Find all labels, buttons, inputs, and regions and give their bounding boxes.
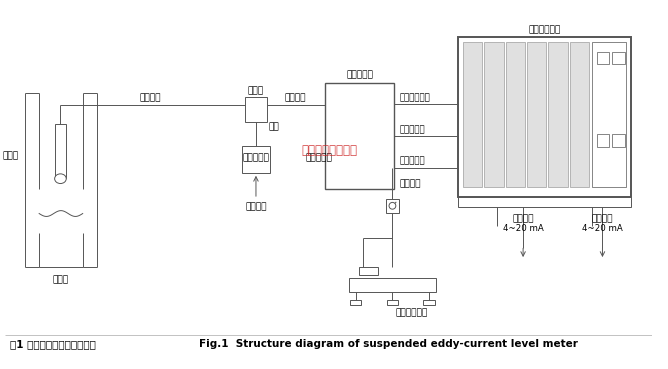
- Bar: [424, 300, 435, 304]
- Bar: [597, 134, 609, 147]
- Text: 固定架: 固定架: [248, 86, 264, 95]
- Text: 图1 悬挂式涡流液位计结构图: 图1 悬挂式涡流液位计结构图: [10, 339, 96, 349]
- Bar: [325, 83, 394, 189]
- Text: 结晶器: 结晶器: [52, 275, 69, 284]
- Text: 集成电缆: 集成电缆: [285, 93, 307, 102]
- Bar: [242, 146, 269, 173]
- Bar: [359, 267, 378, 275]
- Ellipse shape: [389, 203, 396, 209]
- Bar: [387, 300, 398, 304]
- Text: 4~20 mA: 4~20 mA: [582, 224, 623, 232]
- Text: 自动标定装置: 自动标定装置: [395, 309, 428, 318]
- Bar: [385, 199, 399, 213]
- Bar: [597, 52, 609, 65]
- Bar: [484, 42, 504, 187]
- Text: 标定信号缆: 标定信号缆: [399, 157, 425, 166]
- Text: 涡流液位仪表: 涡流液位仪表: [528, 25, 560, 34]
- Bar: [527, 42, 546, 187]
- Bar: [548, 42, 568, 187]
- Bar: [349, 278, 436, 292]
- Text: 传感器: 传感器: [3, 151, 19, 160]
- Bar: [458, 37, 631, 197]
- Bar: [612, 52, 625, 65]
- Text: 气管: 气管: [269, 122, 279, 131]
- Bar: [245, 97, 267, 122]
- Bar: [350, 300, 361, 304]
- Text: 4~20 mA: 4~20 mA: [503, 224, 544, 232]
- Text: 前置放大器: 前置放大器: [346, 70, 373, 80]
- Bar: [463, 42, 482, 187]
- Text: 标定电缆: 标定电缆: [399, 179, 421, 188]
- Bar: [570, 42, 589, 187]
- Text: 温度信号: 温度信号: [592, 214, 613, 223]
- Bar: [506, 42, 525, 187]
- Bar: [55, 124, 66, 178]
- Text: 江苏华云流量仪表: 江苏华云流量仪表: [301, 144, 357, 157]
- Bar: [458, 197, 631, 207]
- Text: 冷却气体: 冷却气体: [245, 202, 267, 211]
- Bar: [592, 42, 626, 187]
- Text: 节流过滤器: 节流过滤器: [305, 153, 332, 162]
- Text: 节流过滤器: 节流过滤器: [242, 153, 269, 162]
- Text: 传感器信号缆: 传感器信号缆: [399, 93, 430, 102]
- Text: 液位信号: 液位信号: [512, 214, 534, 223]
- Bar: [612, 134, 625, 147]
- Text: Fig.1  Structure diagram of suspended eddy-current level meter: Fig.1 Structure diagram of suspended edd…: [199, 339, 578, 349]
- Text: 支架悬臂: 支架悬臂: [140, 93, 161, 102]
- Text: 控制信号缆: 控制信号缆: [399, 125, 425, 134]
- Ellipse shape: [55, 174, 66, 183]
